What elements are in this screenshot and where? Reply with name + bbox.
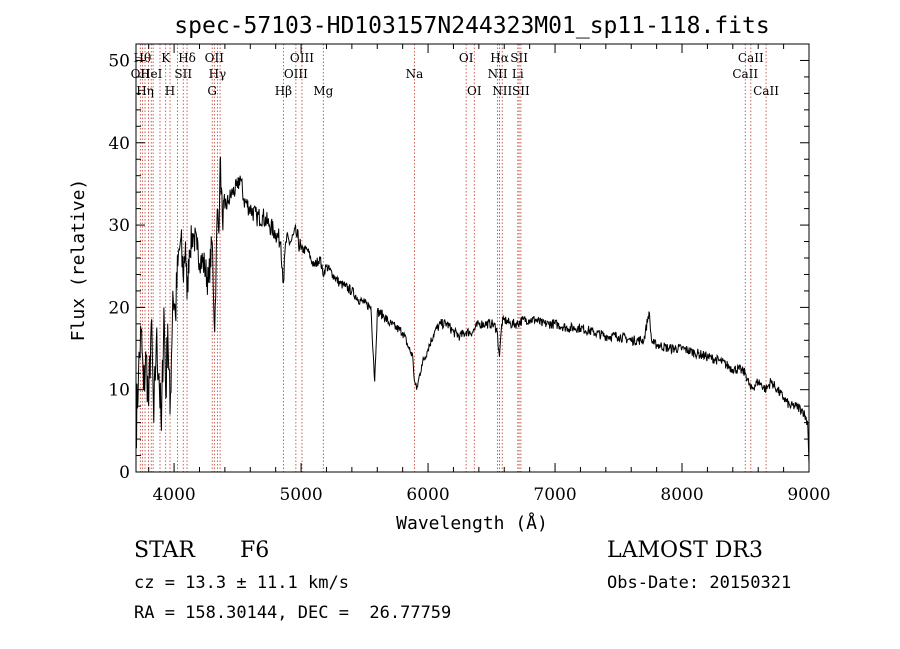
y-tick-label: 0 [119,463,130,483]
x-tick-label: 6000 [406,485,449,505]
spectral-line-markers [139,44,767,472]
flux-series-line [135,156,810,464]
y-axis-label: Flux (relative) [68,179,89,342]
line-label-1: Hθ [133,51,151,65]
line-label-20: Na [406,67,424,81]
line-label-4: HeI [140,67,163,81]
line-label-26: Li [512,67,524,81]
line-label-22: OI [467,84,482,98]
y-tick-label: 30 [108,216,130,236]
x-tick-label: 5000 [279,485,322,505]
x-tick-label: 4000 [152,485,195,505]
line-label-18: OIII [290,51,314,65]
object-class: STAR [134,538,195,563]
line-label-31: CaII [753,84,779,98]
line-label-24: Hα [490,51,509,65]
line-label-7: K [161,51,171,65]
survey-name: LAMOST DR3 [607,538,763,563]
x-tick-label: 8000 [660,485,703,505]
x-axis-label: Wavelength (Å) [396,512,548,534]
x-axis-ticks: 4000 5000 6000 7000 8000 9000 [148,44,831,505]
line-label-23: NII [488,67,508,81]
line-label-11: Hδ [178,51,196,65]
line-label-30: CaII [738,51,764,65]
line-label-12: G [207,84,217,98]
coordinates: RA = 158.30144, DEC = 26.77759 [134,603,452,623]
object-subclass: F6 [240,538,270,563]
line-label-27: SII [510,51,528,65]
observation-date: Obs-Date: 20150321 [607,573,792,593]
line-label-25: NII [492,84,512,98]
x-tick-label: 9000 [787,485,830,505]
line-label-14: Hγ [209,67,227,81]
y-tick-label: 20 [108,298,130,318]
plot-frame [135,43,810,473]
line-label-19: Mg [313,84,333,98]
y-tick-label: 50 [108,51,130,71]
line-label-2: Hη [136,84,154,98]
line-label-16: Hβ [275,84,292,98]
line-label-29: CaII [732,67,758,81]
spectral-line-labels: OIIHθHηHeIKHSIIHδGOIIHγHβOIIIOIIIMgNaOIO… [131,51,780,98]
line-label-8: H [165,84,175,98]
chart-title: spec-57103-HD103157N244323M01_sp11-118.f… [174,13,769,39]
y-tick-label: 10 [108,381,130,401]
y-axis-ticks: 0 10 20 30 40 50 [108,43,809,483]
line-label-17: OIII [284,67,308,81]
line-label-13: OII [205,51,225,65]
line-label-21: OI [459,51,474,65]
y-tick-label: 40 [108,134,130,154]
line-label-28: SII [512,84,530,98]
line-label-10: SII [174,67,192,81]
x-tick-label: 7000 [533,485,576,505]
redshift-cz: cz = 13.3 ± 11.1 km/s [134,573,349,593]
